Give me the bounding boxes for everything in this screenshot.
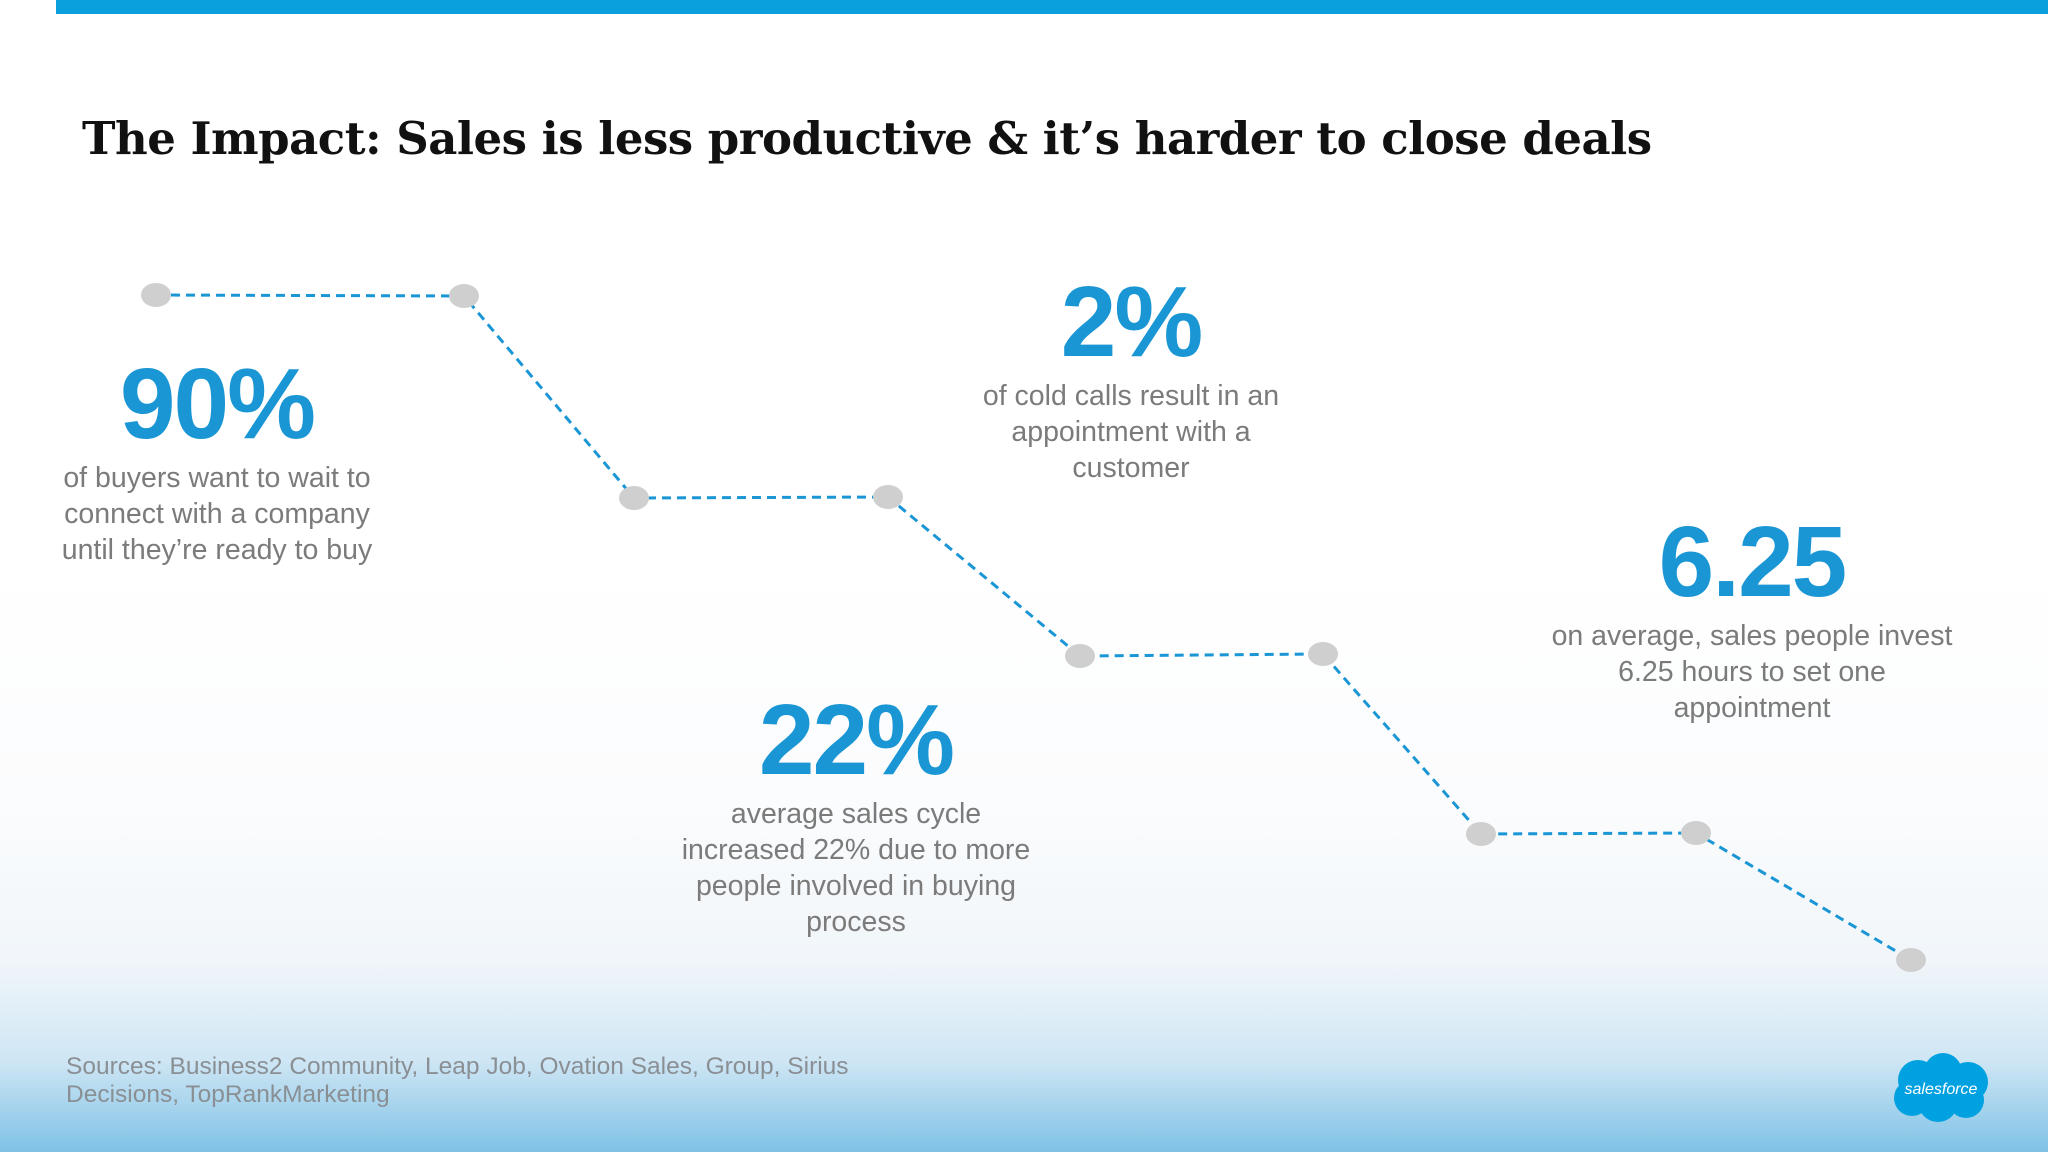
stat-buyers-wait: 90% of buyers want to wait to connect wi… bbox=[42, 354, 392, 568]
logo-wordmark: salesforce bbox=[1905, 1081, 1978, 1098]
step-node bbox=[141, 283, 171, 307]
stat-description: average sales cycle increased 22% due to… bbox=[681, 798, 1031, 938]
sources-footnote: Sources: Business2 Community, Leap Job, … bbox=[66, 1053, 849, 1108]
stat-value: 22% bbox=[758, 684, 955, 796]
salesforce-logo: salesforce bbox=[1894, 1053, 1988, 1122]
stat-description: of buyers want to wait to connect with a… bbox=[61, 462, 373, 566]
stat-description: on average, sales people invest 6.25 hou… bbox=[1551, 620, 1953, 724]
step-node bbox=[873, 485, 903, 509]
step-node bbox=[1065, 644, 1095, 668]
stat-value: 90% bbox=[119, 348, 316, 460]
stat-description: of cold calls result in an appointment w… bbox=[982, 380, 1280, 484]
step-node bbox=[619, 486, 649, 510]
stat-cold-calls: 2% of cold calls result in an appointmen… bbox=[970, 272, 1292, 486]
step-node bbox=[1896, 948, 1926, 972]
step-node bbox=[1308, 642, 1338, 666]
top-accent-bar bbox=[56, 0, 2048, 14]
step-node bbox=[1466, 822, 1496, 846]
stat-value: 6.25 bbox=[1658, 506, 1848, 618]
step-node bbox=[1681, 821, 1711, 845]
stat-value: 2% bbox=[1060, 266, 1204, 378]
step-line bbox=[155, 293, 1912, 962]
stat-sales-cycle: 22% average sales cycle increased 22% du… bbox=[668, 690, 1044, 940]
stat-hours-per-appointment: 6.25 on average, sales people invest 6.2… bbox=[1542, 512, 1962, 726]
step-node bbox=[449, 284, 479, 308]
slide-title: The Impact: Sales is less productive & i… bbox=[82, 112, 1652, 165]
